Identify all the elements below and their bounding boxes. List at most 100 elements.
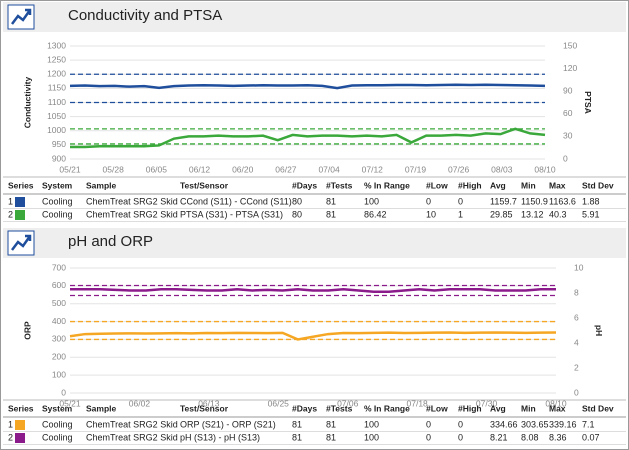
table-cell: pH (S13) - pH (S13) [180, 432, 260, 442]
table-cell: 80 [292, 196, 302, 206]
x-tick-label: 07/12 [362, 164, 384, 174]
table-header: #Low [426, 403, 448, 413]
table-cell: 0 [426, 196, 431, 206]
table-cell: 303.65 [521, 419, 549, 429]
y2-tick-label: 0 [563, 153, 568, 163]
y-tick-label: 700 [52, 262, 66, 272]
y-tick-label: 900 [52, 153, 66, 163]
y-tick-label: 950 [52, 139, 66, 149]
y2-tick-label: 2 [574, 362, 579, 372]
y2-tick-label: 90 [563, 85, 573, 95]
table-cell: 7.1 [582, 419, 595, 429]
table-cell: 8.36 [549, 432, 567, 442]
y-tick-label: 600 [52, 280, 66, 290]
table-cell: 81 [326, 196, 336, 206]
data-line [69, 83, 546, 90]
x-tick-label: 05/21 [59, 164, 81, 174]
table-cell: 1 [8, 419, 13, 429]
x-tick-label: 06/02 [129, 398, 151, 408]
table-cell: 81 [292, 432, 302, 442]
x-tick-label: 07/19 [405, 164, 427, 174]
y-tick-label: 200 [52, 352, 66, 362]
table-cell: 2 [8, 432, 13, 442]
table-header: Test/Sensor [180, 180, 229, 190]
series-swatch [15, 433, 25, 443]
y2-tick-label: 10 [574, 262, 584, 272]
table-cell: ChemTreat SRG2 Skid [86, 196, 178, 206]
x-tick-label: 06/27 [275, 164, 297, 174]
x-tick-label: 08/03 [491, 164, 513, 174]
table-header: Min [521, 403, 536, 413]
table-cell: 100 [364, 196, 379, 206]
table-cell: 1.88 [582, 196, 600, 206]
table-cell: 100 [364, 432, 379, 442]
table-header: % In Range [364, 403, 410, 413]
x-tick-label: 07/30 [476, 398, 498, 408]
table-cell: 40.3 [549, 209, 567, 219]
panel-icon-arrow [11, 234, 32, 251]
y-tick-label: 400 [52, 316, 66, 326]
x-tick-label: 06/12 [189, 164, 211, 174]
table-cell: Cooling [42, 196, 73, 206]
table-header: #High [458, 180, 482, 190]
series-swatch [15, 210, 25, 220]
table-header: Max [549, 403, 566, 413]
table-header: % In Range [364, 180, 410, 190]
table-cell: 100 [364, 419, 379, 429]
x-tick-label: 05/28 [103, 164, 125, 174]
y-axis-label: ORP [22, 321, 32, 340]
x-tick-label: 07/06 [337, 398, 359, 408]
table-header: Min [521, 180, 536, 190]
table-header: Max [549, 180, 566, 190]
panel-title: pH and ORP [68, 233, 153, 250]
x-tick-label: 08/10 [545, 398, 567, 408]
data-line [70, 127, 546, 149]
table-cell: Cooling [42, 432, 73, 442]
table-header: System [42, 180, 73, 190]
panel-header [3, 228, 626, 258]
table-cell: 0 [458, 419, 463, 429]
table-cell: 80 [292, 209, 302, 219]
table-header: Std Dev [582, 180, 614, 190]
table-cell: 5.91 [582, 209, 600, 219]
table-cell: 86.42 [364, 209, 387, 219]
x-tick-label: 06/13 [198, 398, 220, 408]
table-cell: 1 [458, 209, 463, 219]
table-cell: Cooling [42, 419, 73, 429]
panel-title: Conductivity and PTSA [68, 7, 222, 24]
table-cell: 81 [326, 432, 336, 442]
table-cell: PTSA (S31) - PTSA (S31) [180, 209, 283, 219]
y2-tick-label: 30 [563, 131, 573, 141]
y2-tick-label: 4 [574, 337, 579, 347]
table-cell: ChemTreat SRG2 Skid [86, 432, 178, 442]
y-axis-label: Conductivity [22, 76, 32, 128]
table-cell: 0 [458, 196, 463, 206]
table-header: Avg [490, 403, 506, 413]
table-header: #High [458, 403, 482, 413]
y-tick-label: 0 [61, 387, 66, 397]
table-cell: 0.07 [582, 432, 600, 442]
y-tick-label: 1000 [47, 125, 66, 135]
table-header: Test/Sensor [180, 403, 229, 413]
series-swatch [15, 197, 25, 207]
table-header: #Low [426, 180, 448, 190]
table-cell: 81 [292, 419, 302, 429]
y2-axis-label: pH [594, 325, 604, 336]
table-cell: 0 [426, 432, 431, 442]
x-tick-label: 07/26 [448, 164, 470, 174]
table-cell: 81 [326, 419, 336, 429]
table-cell: 334.66 [490, 419, 518, 429]
table-cell: 81 [326, 209, 336, 219]
table-cell: 2 [8, 209, 13, 219]
panel-header [3, 2, 626, 32]
table-cell: 339.16 [549, 419, 577, 429]
x-tick-label: 06/05 [146, 164, 168, 174]
table-cell: 8.21 [490, 432, 508, 442]
table-header: Std Dev [582, 403, 614, 413]
table-cell: 29.85 [490, 209, 513, 219]
data-line [69, 331, 557, 341]
y-tick-label: 1250 [47, 54, 66, 64]
table-cell: 1150.9 [521, 196, 548, 206]
x-tick-label: 08/10 [534, 164, 556, 174]
